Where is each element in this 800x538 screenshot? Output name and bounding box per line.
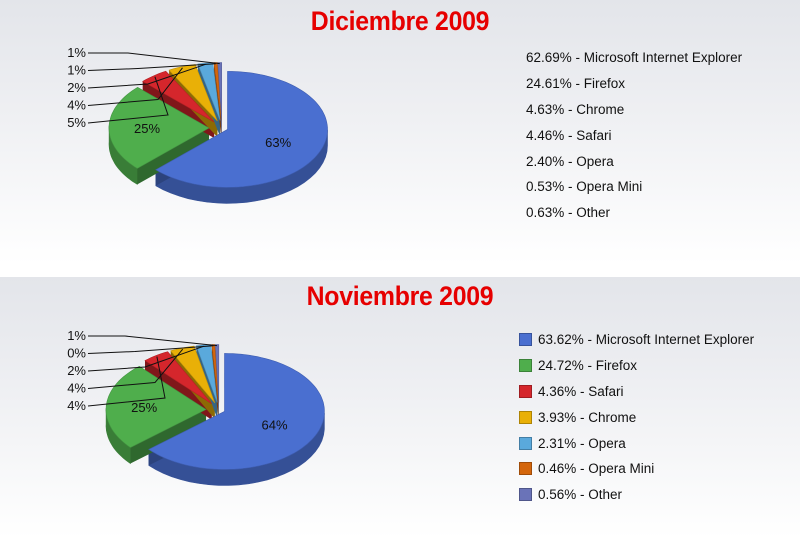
legend-december: 62.69% - Microsoft Internet Explorer 24.… [519, 45, 742, 226]
slice-data-label: 0% [67, 346, 86, 361]
pie-slice-other [214, 344, 220, 403]
legend-label: 0.56% - Other [538, 487, 623, 503]
legend-label: 3.93% - Chrome [538, 409, 637, 425]
legend-label: 4.36% - Safari [538, 383, 624, 399]
slice-data-label: 4% [67, 398, 86, 413]
pie-slice-microsoft-internet-explorer [148, 353, 325, 470]
leader-line [87, 345, 205, 372]
legend-swatch [519, 333, 532, 347]
slice-data-label: 63% [265, 135, 291, 150]
legend-swatch [519, 384, 532, 398]
legend-item: 3.93% - Chrome [519, 404, 754, 430]
pie-slice-firefox [108, 87, 210, 169]
legend-item: 4.63% - Chrome [519, 97, 742, 123]
slice-data-label: 25% [131, 400, 157, 415]
chart-panel-november: Noviembre 2009 64% 25% 1% 0% 2% 4% 4% 63.62% -… [0, 277, 800, 538]
leader-line [87, 76, 169, 124]
legend-item: 0.56% - Other [519, 482, 754, 508]
slice-data-label: 2% [67, 80, 86, 95]
legend-item: 62.69% - Microsoft Internet Explorer [519, 45, 742, 71]
chart-panel-december: Diciembre 2009 63% 25% 1% 1% 2% 4% 5% 62.69% -… [0, 0, 800, 264]
leader-line [87, 67, 183, 106]
leader-line [87, 345, 214, 354]
legend-label: 4.46% - Safari [526, 127, 612, 143]
leader-line [87, 63, 216, 71]
legend-swatch [519, 436, 532, 450]
legend-item: 0.46% - Opera Mini [519, 456, 754, 482]
legend-item: 63.62% - Microsoft Internet Explorer [519, 327, 754, 353]
legend-november: 63.62% - Microsoft Internet Explorer 24.… [519, 327, 754, 508]
legend-swatch [519, 359, 532, 373]
leader-line [87, 356, 166, 407]
legend-item: 24.61% - Firefox [519, 71, 742, 97]
pie-slice-safari [144, 351, 212, 404]
legend-swatch [519, 488, 532, 502]
legend-item: 4.46% - Safari [519, 122, 742, 148]
leader-line [88, 335, 218, 347]
legend-item: 24.72% - Firefox [519, 353, 754, 379]
legend-item: 2.31% - Opera [519, 430, 754, 456]
legend-label: 2.31% - Opera [538, 435, 626, 451]
legend-label: 24.72% - Firefox [538, 358, 638, 374]
pie-slice-microsoft-internet-explorer [155, 71, 328, 188]
slice-data-label: 1% [67, 45, 86, 60]
legend-item: 4.36% - Safari [519, 379, 754, 405]
legend-label: 0.46% - Opera Mini [538, 461, 655, 477]
slice-data-label: 5% [67, 115, 86, 130]
panel-separator [0, 264, 800, 277]
chart-title: Diciembre 2009 [310, 6, 490, 36]
legend-label: 24.61% - Firefox [526, 76, 626, 92]
slice-data-label: 25% [134, 121, 160, 136]
leader-line [87, 63, 206, 89]
legend-item: 0.53% - Opera Mini [519, 174, 742, 200]
pie-slice-firefox [105, 365, 207, 448]
legend-swatch [519, 410, 532, 424]
slice-data-label: 4% [67, 381, 86, 396]
legend-label: 62.69% - Microsoft Internet Explorer [526, 50, 743, 66]
leader-line [88, 52, 220, 65]
legend-swatch [519, 462, 532, 476]
slice-data-label: 2% [67, 363, 86, 378]
pie-slice-chrome [142, 70, 215, 123]
legend-item: 2.40% - Opera [519, 148, 742, 174]
legend-item: 0.63% - Other [519, 200, 742, 226]
slice-data-label: 4% [67, 98, 86, 113]
legend-label: 4.63% - Chrome [526, 101, 625, 117]
legend-label: 63.62% - Microsoft Internet Explorer [538, 332, 755, 348]
slice-data-label: 1% [67, 328, 86, 343]
legend-label: 2.40% - Opera [526, 153, 614, 169]
slice-data-label: 64% [261, 418, 287, 433]
legend-label: 0.63% - Other [526, 205, 611, 221]
pie-chart-november: 64% 25% 1% 0% 2% 4% 4% [67, 328, 325, 486]
legend-label: 0.53% - Opera Mini [526, 179, 643, 195]
pie-slice-other [217, 62, 222, 121]
chart-title: Noviembre 2009 [306, 281, 494, 311]
pie-chart-december: 63% 25% 1% 1% 2% 4% 5% [67, 45, 328, 204]
leader-line [87, 348, 184, 389]
slice-data-label: 1% [67, 63, 86, 78]
